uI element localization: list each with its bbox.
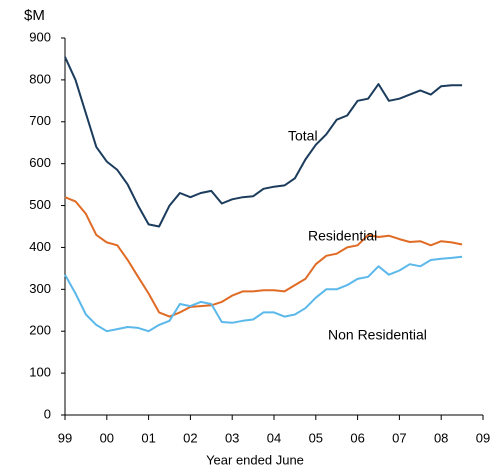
x-tick-label: 01 [141, 430, 155, 445]
x-tick-label: 03 [225, 430, 239, 445]
series-label: Residential [308, 228, 377, 244]
y-unit-label: $M [24, 7, 45, 24]
x-tick-label: 99 [58, 430, 72, 445]
y-tick-label: 100 [29, 365, 51, 380]
x-axis-label: Year ended June [206, 452, 304, 467]
y-tick-label: 300 [29, 281, 51, 296]
x-tick-label: 00 [100, 430, 114, 445]
x-tick-label: 06 [350, 430, 364, 445]
x-tick-label: 07 [392, 430, 406, 445]
x-tick-label: 04 [267, 430, 281, 445]
y-tick-label: 800 [29, 71, 51, 86]
series-line [64, 255, 463, 333]
x-tick-label: 02 [183, 430, 197, 445]
x-tick-label: 09 [476, 430, 490, 445]
y-tick-label: 600 [29, 155, 51, 170]
y-tick-label: 500 [29, 197, 51, 212]
y-tick-label: 700 [29, 113, 51, 128]
x-tick-label: 08 [434, 430, 448, 445]
x-tick-label: 05 [309, 430, 323, 445]
y-tick-label: 200 [29, 323, 51, 338]
y-tick-label: 400 [29, 239, 51, 254]
series-line [64, 56, 463, 228]
series-line [64, 196, 463, 318]
y-tick-label: 900 [29, 29, 51, 44]
series-label: Total [288, 128, 318, 144]
y-tick-label: 0 [44, 406, 51, 421]
series-label: Non Residential [328, 327, 427, 343]
